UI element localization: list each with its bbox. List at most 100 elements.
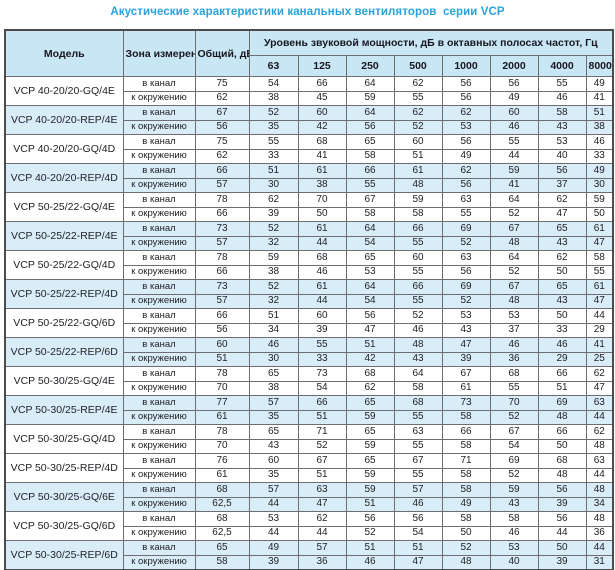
- level-cell-500hz: 66: [393, 279, 443, 295]
- level-cell-8000hz: 50: [585, 206, 614, 222]
- level-cell-125hz: 36: [297, 554, 347, 570]
- total-dba-cell: 62: [194, 90, 250, 106]
- level-cell-1000hz: 39: [441, 351, 491, 367]
- level-cell-1000hz: 58: [441, 438, 491, 454]
- total-dba-cell: 78: [194, 366, 250, 382]
- level-cell-4000hz: 48: [537, 467, 587, 483]
- level-cell-8000hz: 29: [585, 322, 614, 338]
- level-cell-125hz: 41: [297, 148, 347, 164]
- level-cell-63hz: 39: [248, 554, 299, 570]
- level-cell-8000hz: 48: [585, 511, 614, 527]
- measurement-zone-cell: к окружению: [122, 322, 196, 338]
- level-cell-1000hz: 52: [441, 293, 491, 309]
- table-row: к окружению 57 30 38 55 48 56 41 37 30: [5, 177, 614, 193]
- measurement-zone-cell: в канал: [122, 540, 196, 556]
- level-cell-250hz: 68: [345, 366, 395, 382]
- level-cell-4000hz: 50: [537, 264, 587, 280]
- level-cell-1000hz: 52: [441, 235, 491, 251]
- level-cell-8000hz: 41: [585, 90, 614, 106]
- level-cell-1000hz: 66: [441, 424, 491, 440]
- level-cell-125hz: 71: [297, 424, 347, 440]
- level-cell-250hz: 59: [345, 90, 395, 106]
- level-cell-1000hz: 53: [441, 119, 491, 135]
- model-name-cell: VCP 50-25/22-GQ/6D: [4, 308, 124, 338]
- level-cell-125hz: 70: [297, 192, 347, 208]
- level-cell-250hz: 62: [345, 380, 395, 396]
- level-cell-125hz: 61: [297, 279, 347, 295]
- table-row: VCP 50-30/25-REP/4E в канал 77 57 66 65 68 73 70…: [4, 395, 614, 425]
- level-cell-500hz: 48: [393, 337, 443, 353]
- level-cell-63hz: 44: [248, 525, 299, 541]
- total-dba-cell: 56: [194, 322, 250, 338]
- total-dba-cell: 57: [194, 235, 250, 251]
- table-body: VCP 40-20/20-GQ/4E в канал 75 54 66 64 62 56 56 5…: [4, 76, 614, 570]
- table-row: VCP 50-25/22-REP/6D в канал 60 46 55 51 48 47 46…: [4, 337, 614, 367]
- level-cell-125hz: 67: [297, 453, 347, 469]
- level-cell-250hz: 53: [345, 264, 395, 280]
- level-cell-2000hz: 64: [489, 192, 539, 208]
- level-cell-63hz: 30: [248, 351, 299, 367]
- level-cell-4000hz: 50: [537, 308, 587, 324]
- level-cell-2000hz: 49: [489, 90, 539, 106]
- table-row: к окружению 56 35 42 56 52 53 46 43 38: [5, 119, 614, 135]
- level-cell-125hz: 45: [297, 90, 347, 106]
- level-cell-63hz: 46: [248, 337, 299, 353]
- level-cell-63hz: 52: [248, 105, 299, 121]
- level-cell-500hz: 51: [393, 148, 443, 164]
- level-cell-500hz: 60: [393, 134, 443, 150]
- level-cell-500hz: 57: [393, 482, 443, 498]
- level-cell-4000hz: 55: [537, 76, 587, 92]
- level-cell-2000hz: 59: [489, 163, 539, 179]
- measurement-zone-cell: в канал: [122, 221, 196, 237]
- table-row: к окружению 56 34 39 47 46 43 37 33 29: [5, 322, 614, 338]
- total-dba-cell: 65: [194, 540, 250, 556]
- level-cell-250hz: 65: [345, 395, 395, 411]
- level-cell-1000hz: 49: [441, 496, 491, 512]
- level-cell-63hz: 60: [248, 453, 299, 469]
- level-cell-125hz: 51: [297, 467, 347, 483]
- level-cell-2000hz: 52: [489, 409, 539, 425]
- level-cell-500hz: 55: [393, 235, 443, 251]
- level-cell-2000hz: 37: [489, 322, 539, 338]
- level-cell-250hz: 59: [345, 438, 395, 454]
- level-cell-4000hz: 39: [537, 496, 587, 512]
- level-cell-250hz: 56: [345, 119, 395, 135]
- level-cell-1000hz: 58: [441, 409, 491, 425]
- model-name-cell: VCP 40-20/20-REP/4D: [4, 163, 124, 193]
- level-cell-1000hz: 53: [441, 308, 491, 324]
- level-cell-500hz: 55: [393, 264, 443, 280]
- col-header-freq-2000: 2000: [489, 55, 539, 77]
- level-cell-125hz: 62: [297, 511, 347, 527]
- level-cell-63hz: 49: [248, 540, 299, 556]
- level-cell-8000hz: 47: [585, 380, 614, 396]
- measurement-zone-cell: в канал: [122, 279, 196, 295]
- level-cell-1000hz: 56: [441, 90, 491, 106]
- total-dba-cell: 66: [194, 264, 250, 280]
- level-cell-63hz: 38: [248, 380, 299, 396]
- table-row: VCP 50-30/25-GQ/4D в канал 78 65 71 65 63 66 67 6…: [4, 424, 614, 454]
- total-dba-cell: 58: [194, 554, 250, 570]
- level-cell-4000hz: 68: [537, 453, 587, 469]
- level-cell-1000hz: 69: [441, 279, 491, 295]
- level-cell-8000hz: 25: [585, 351, 614, 367]
- measurement-zone-cell: в канал: [122, 424, 196, 440]
- header-row-main: Модель Зона измерения Общий, дБА Уровень…: [4, 29, 614, 77]
- level-cell-4000hz: 51: [537, 380, 587, 396]
- measurement-zone-cell: в канал: [122, 134, 196, 150]
- level-cell-2000hz: 52: [489, 206, 539, 222]
- level-cell-500hz: 48: [393, 177, 443, 193]
- level-cell-63hz: 30: [248, 177, 299, 193]
- level-cell-125hz: 52: [297, 438, 347, 454]
- total-dba-cell: 62,5: [194, 496, 250, 512]
- model-name-cell: VCP 50-30/25-REP/6D: [4, 540, 124, 570]
- level-cell-8000hz: 47: [585, 293, 614, 309]
- level-cell-500hz: 43: [393, 351, 443, 367]
- level-cell-4000hz: 40: [537, 148, 587, 164]
- level-cell-8000hz: 41: [585, 337, 614, 353]
- measurement-zone-cell: к окружению: [122, 148, 196, 164]
- level-cell-1000hz: 63: [441, 192, 491, 208]
- model-name-cell: VCP 50-30/25-GQ/4E: [4, 366, 124, 396]
- level-cell-125hz: 61: [297, 163, 347, 179]
- table-row: VCP 50-25/22-REP/4E в канал 73 52 61 64 66 69 67…: [4, 221, 614, 251]
- level-cell-63hz: 38: [248, 264, 299, 280]
